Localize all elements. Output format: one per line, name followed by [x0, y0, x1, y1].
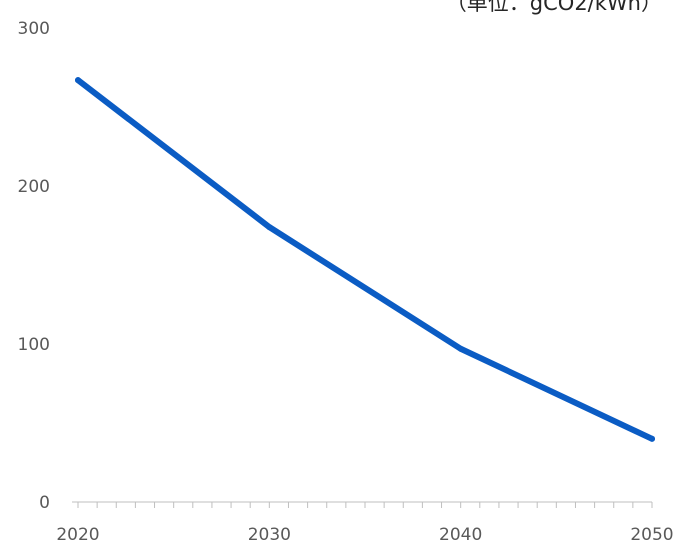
data-point [457, 345, 464, 352]
y-tick-label: 100 [18, 335, 50, 355]
x-axis-tick-labels: 2020 2030 2040 2050 [56, 525, 673, 545]
data-point [266, 224, 273, 231]
y-axis-tick-labels: 0 100 200 300 [18, 19, 50, 513]
series-line [75, 77, 655, 442]
data-point [649, 435, 655, 442]
x-tick-label: 2030 [248, 525, 291, 545]
y-tick-label: 0 [39, 493, 50, 513]
x-tick-label: 2020 [56, 525, 99, 545]
y-tick-label: 200 [18, 177, 50, 197]
series-layer [75, 77, 655, 442]
x-tick-label: 2050 [630, 525, 673, 545]
x-axis [72, 501, 653, 508]
data-point [75, 77, 81, 84]
x-tick-label: 2040 [439, 525, 482, 545]
y-tick-label: 300 [18, 19, 50, 39]
unit-label: （単位：gCO2/kWh） [446, 0, 662, 15]
